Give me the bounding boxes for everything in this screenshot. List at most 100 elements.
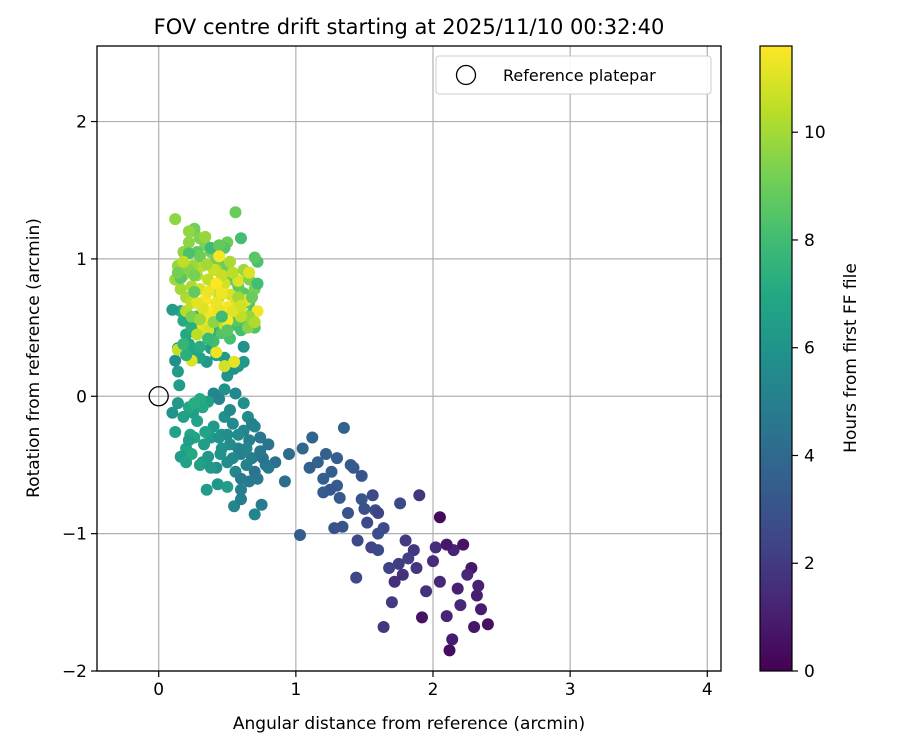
data-point [361,516,374,529]
data-point [325,465,338,478]
data-point [200,258,213,271]
data-point [351,534,364,547]
data-point [211,478,224,491]
data-point [226,452,239,465]
data-point [177,255,190,268]
data-point [358,502,371,515]
x-tick-label: 4 [702,680,713,700]
data-point [243,475,256,488]
data-point [171,266,184,279]
colorbar-gradient [760,46,792,671]
data-point [240,459,253,471]
data-point [383,562,396,574]
y-tick-label: 2 [76,113,87,133]
data-point [188,397,201,410]
data-point [221,428,234,441]
data-point [394,497,407,510]
data-point [410,562,423,574]
data-point [320,448,332,460]
colorbar-tick-label: 0 [804,662,815,682]
data-point [215,310,228,323]
colorbar-label: Hours from first FF file [841,263,861,453]
data-point [188,285,201,298]
data-point [416,611,428,624]
data-point [317,472,330,485]
data-point [248,251,261,264]
data-point [226,266,239,279]
legend-reference-marker [455,64,477,86]
data-point [166,303,179,316]
data-point [202,332,215,345]
colorbar-ticks: 0 2 4 6 8 10 [792,123,826,682]
data-point [243,266,256,279]
data-point [232,428,245,441]
colorbar-tick-label: 4 [804,446,815,466]
data-point [440,538,453,551]
data-point [303,461,316,474]
data-point [306,431,319,444]
data-point [366,489,379,502]
data-point [198,438,210,451]
data-point [248,508,261,521]
data-point [451,582,464,595]
data-point [283,448,295,460]
data-point [481,618,494,631]
data-point [213,393,226,405]
data-point [221,480,234,493]
data-point [235,483,247,496]
data-point [461,568,474,581]
data-point [166,406,179,419]
data-point [388,575,401,588]
data-point [199,426,212,438]
colorbar-tick-label: 10 [804,123,826,143]
data-point [224,404,236,416]
data-point [342,507,354,519]
data-point [385,596,398,609]
data-point [200,483,213,496]
data-point [457,538,470,551]
data-point [355,493,368,506]
chart-title: FOV centre drift starting at 2025/11/10 … [154,15,665,39]
data-point [420,585,433,598]
data-point [392,557,405,570]
colorbar-tick-label: 6 [804,339,815,359]
x-tick-label: 0 [153,680,164,700]
data-point [372,507,385,519]
colorbar-frame [759,45,793,672]
reference-marker-layer [148,386,169,407]
data-point [237,355,250,368]
data-point [248,316,261,329]
data-point [224,255,236,268]
data-point [251,277,264,290]
data-point [337,421,350,434]
data-point [180,349,193,362]
data-point [235,299,247,312]
data-point [440,610,453,623]
plot-frame [96,45,722,672]
legend-reference-label: Reference platepar [503,66,656,85]
y-tick-label: −1 [62,525,87,545]
data-point [182,225,195,238]
data-point [171,397,184,410]
data-point [256,452,269,465]
data-point [377,621,390,633]
legend-box [435,55,712,95]
data-point [229,206,242,219]
data-point [475,603,487,616]
data-point [182,434,195,447]
colorbar: 0 2 4 6 8 10 Hours from first FF file [759,45,861,682]
y-tick-label: −2 [62,662,87,682]
data-point [226,417,239,430]
data-point [202,285,215,298]
colorbar-tick-label: 2 [804,554,815,574]
y-tick-label: 0 [76,387,87,407]
data-point [185,448,198,460]
data-point [218,360,231,373]
data-point [454,599,467,612]
data-point [228,355,241,368]
data-point [193,313,206,326]
data-point [328,522,341,535]
data-point [324,483,337,496]
colorbar-tick-label: 8 [804,231,815,251]
